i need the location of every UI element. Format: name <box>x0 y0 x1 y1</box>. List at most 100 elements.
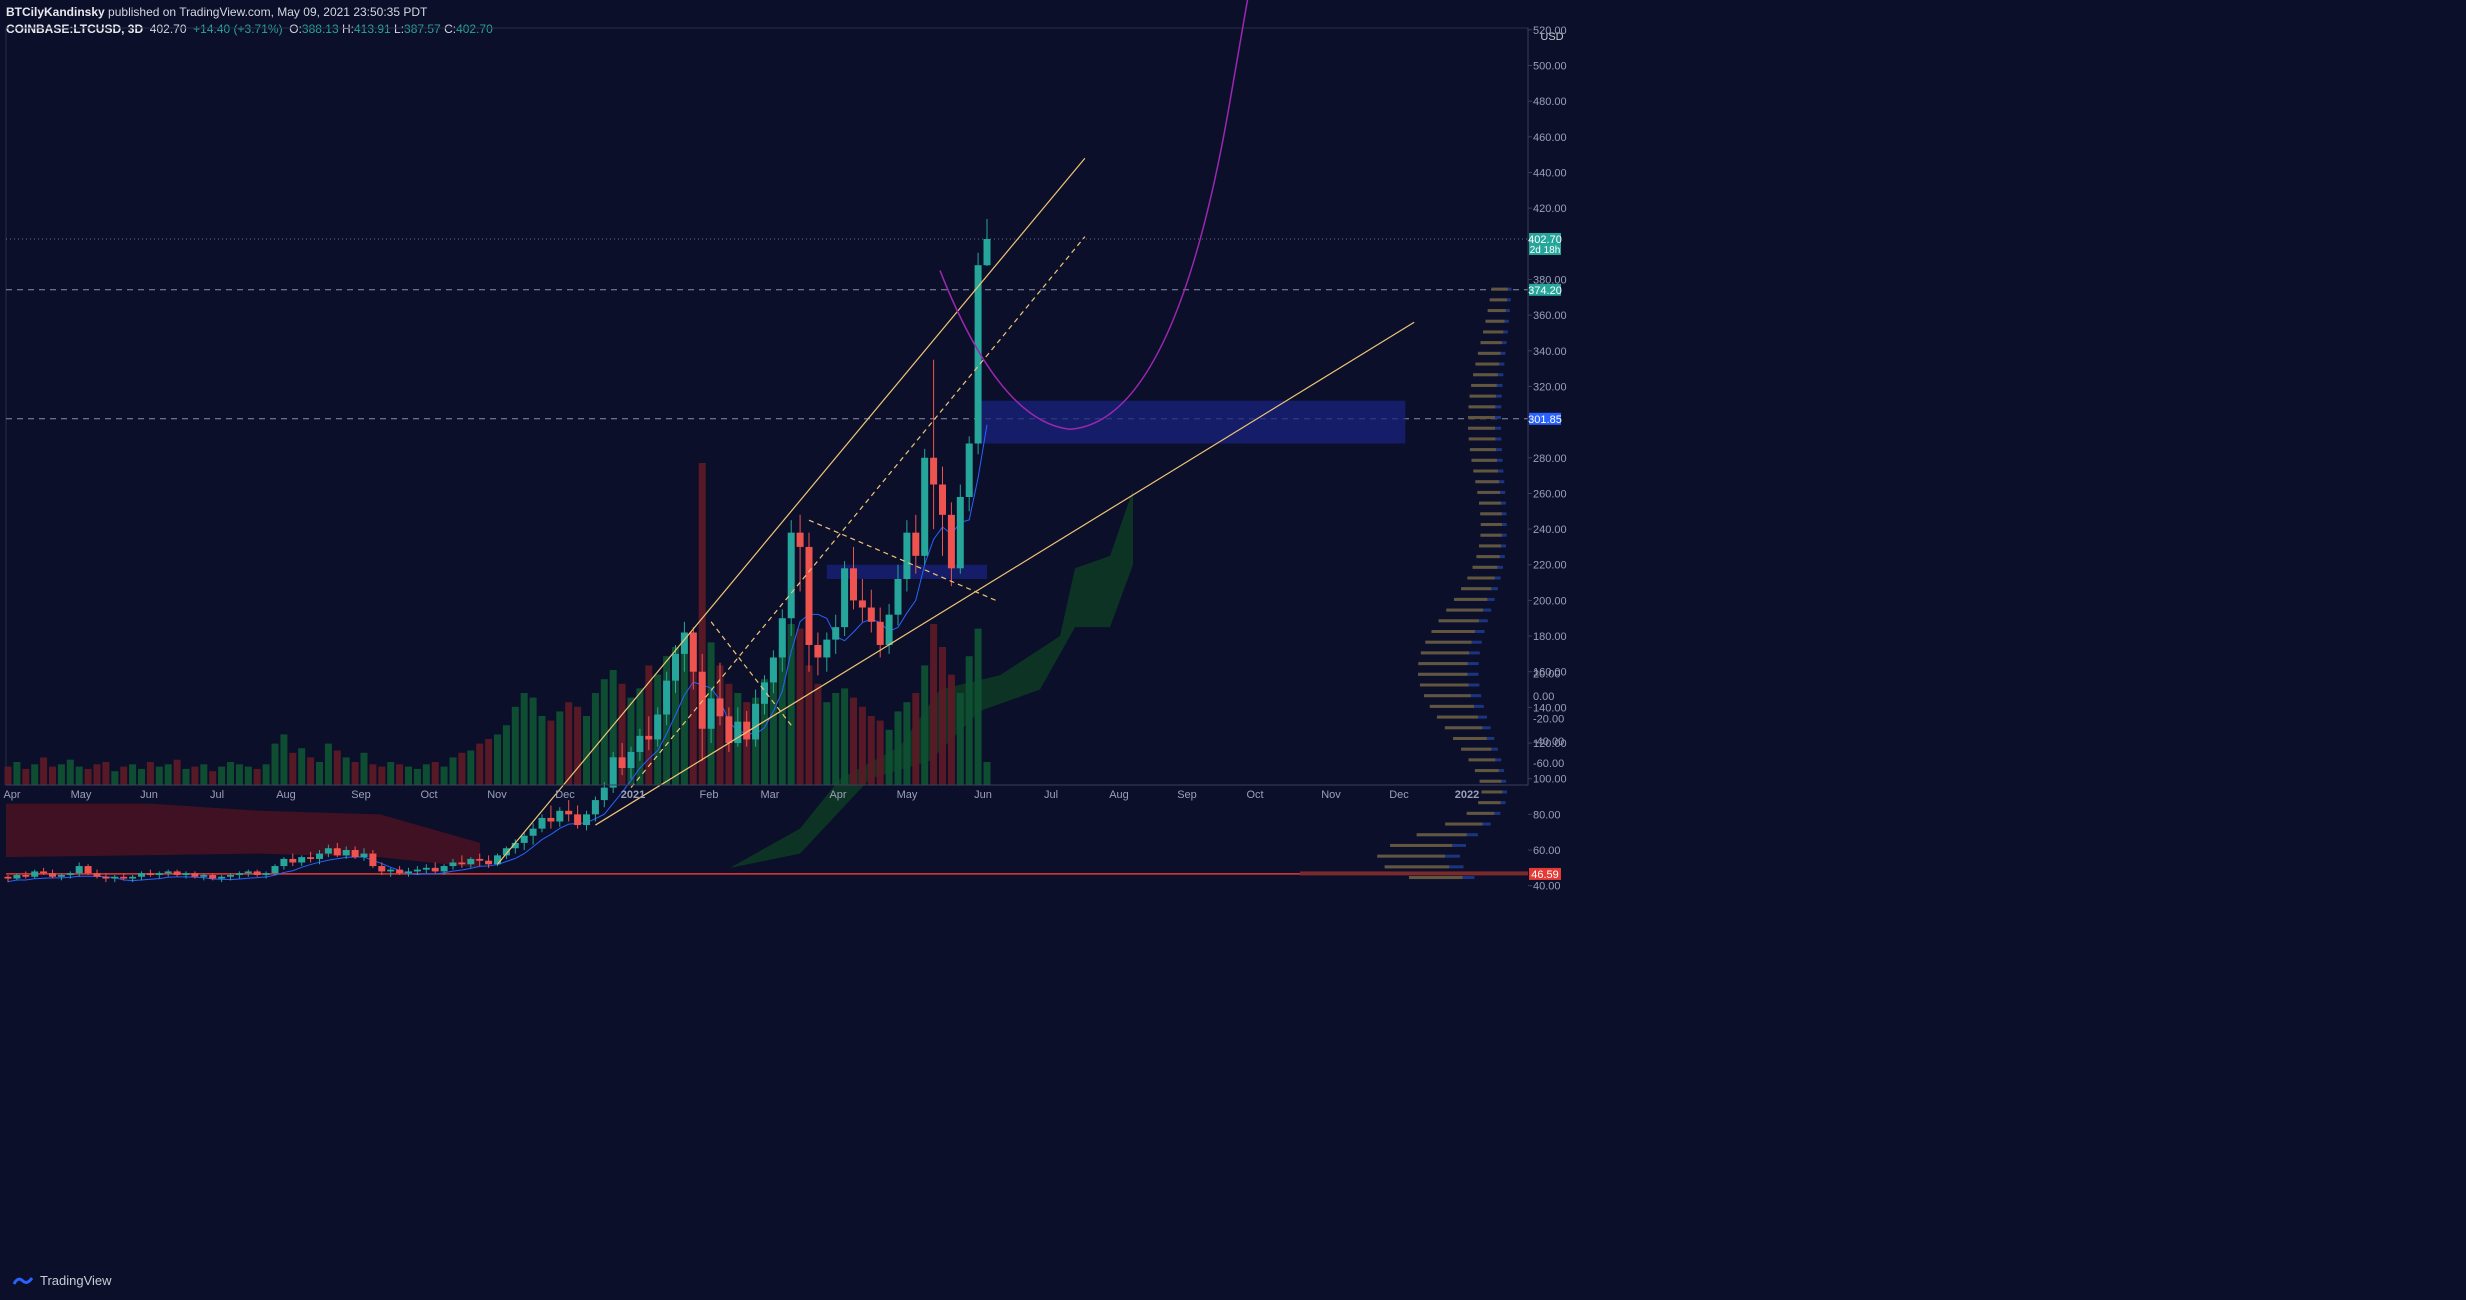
candle-body <box>164 871 172 874</box>
volume-profile-bar <box>1444 726 1483 730</box>
time-tick: Sep <box>1177 789 1197 801</box>
volume-bar <box>4 766 12 785</box>
volume-bar <box>316 762 323 785</box>
candle-body <box>565 810 573 815</box>
volume-tick: 0.00 <box>1533 691 1554 703</box>
candle-body <box>956 496 964 569</box>
candle-body <box>333 848 341 856</box>
time-tick: Oct <box>1246 789 1263 801</box>
volume-bar <box>173 759 181 785</box>
candle-body <box>209 874 217 879</box>
close-value: 402.70 <box>456 22 493 36</box>
volume-bar <box>832 693 840 785</box>
volume-bar <box>218 766 226 785</box>
price-label: 374.20 <box>1528 285 1562 297</box>
candle-body <box>413 869 421 872</box>
volume-profile-bar <box>1420 651 1470 655</box>
volume-bar <box>57 764 65 785</box>
trendline <box>710 621 792 726</box>
volume-profile-bar <box>1476 555 1500 559</box>
volume-bar <box>885 729 893 785</box>
candle-body <box>850 568 857 601</box>
price-tick: 100.00 <box>1533 774 1567 786</box>
volume-bar <box>841 688 849 785</box>
volume-bar <box>627 697 635 785</box>
open-label: O: <box>289 22 302 36</box>
price-label: 46.59 <box>1531 869 1559 881</box>
volume-profile-bar <box>1446 608 1484 612</box>
volume-bar <box>75 766 83 785</box>
candle-body <box>75 866 83 874</box>
demand-zone <box>978 400 1406 444</box>
candle-body <box>467 858 475 865</box>
volume-profile-bar <box>1461 747 1492 751</box>
candle-body <box>876 621 884 645</box>
open-value: 388.13 <box>301 22 339 36</box>
volume-bar <box>324 743 332 785</box>
volume-bar <box>485 739 493 785</box>
volume-profile-bar <box>1423 694 1471 698</box>
candle-body <box>494 855 501 865</box>
volume-profile-bar <box>1467 576 1495 580</box>
volume-tick: 20.00 <box>1533 669 1561 681</box>
price-tick: 240.00 <box>1533 524 1567 536</box>
candle-body <box>218 876 226 879</box>
volume-bar <box>876 720 884 785</box>
candle-body <box>618 757 626 769</box>
volume-bar <box>84 768 92 785</box>
volume-bar <box>22 768 30 785</box>
volume-bar <box>583 716 590 785</box>
volume-profile-bar <box>1480 341 1502 345</box>
candle-body <box>440 866 448 872</box>
candle-body <box>31 871 39 877</box>
volume-bar <box>235 764 243 785</box>
time-tick: Nov <box>1321 789 1341 801</box>
candle-body <box>761 682 768 704</box>
candle-body <box>396 869 404 874</box>
time-tick: Jul <box>210 789 224 801</box>
candle-body <box>431 867 439 872</box>
tradingview-logo-icon <box>12 1276 34 1285</box>
candle-body <box>191 873 199 877</box>
time-tick: Nov <box>487 789 507 801</box>
symbol-label[interactable]: COINBASE:LTCUSD, 3D <box>6 22 144 36</box>
volume-bar <box>983 762 991 785</box>
candle-body <box>939 484 946 515</box>
volume-bar <box>227 762 234 785</box>
time-tick: Aug <box>276 789 296 801</box>
volume-profile-bar <box>1468 426 1496 430</box>
publisher-name[interactable]: BTCilyKandinsky <box>6 5 105 19</box>
volume-bar <box>182 768 190 785</box>
candle-body <box>645 735 653 740</box>
volume-bar <box>298 748 306 785</box>
candle-body <box>823 639 831 658</box>
time-tick: 2022 <box>1455 789 1479 801</box>
price-label-box <box>1529 232 1561 255</box>
volume-bar <box>520 693 528 785</box>
volume-profile-bar <box>1474 769 1499 773</box>
price-tick: 320.00 <box>1533 381 1567 393</box>
volume-profile-poc <box>1300 871 1528 876</box>
volume-bar <box>591 693 599 785</box>
candle-body <box>778 618 786 658</box>
candle-body <box>262 873 270 875</box>
high-label: H: <box>341 22 354 36</box>
volume-profile-bar <box>1489 298 1507 302</box>
volume-bar <box>689 633 697 785</box>
price-tick: 60.00 <box>1533 845 1561 857</box>
time-tick: Apr <box>3 789 20 801</box>
candle-body <box>680 632 688 654</box>
candle-body <box>965 443 973 497</box>
candle-body <box>138 873 145 877</box>
candle-body <box>698 671 706 729</box>
candle-body <box>796 532 804 547</box>
volume-bar <box>191 766 199 785</box>
price-change: +14.40 (+3.71%) <box>193 22 283 36</box>
volume-bar <box>894 711 902 785</box>
candle-body <box>930 457 938 485</box>
candle-body <box>583 814 590 826</box>
candle-body <box>947 514 955 569</box>
low-label: L: <box>394 22 405 36</box>
tradingview-brand[interactable]: TradingView <box>40 1273 112 1288</box>
